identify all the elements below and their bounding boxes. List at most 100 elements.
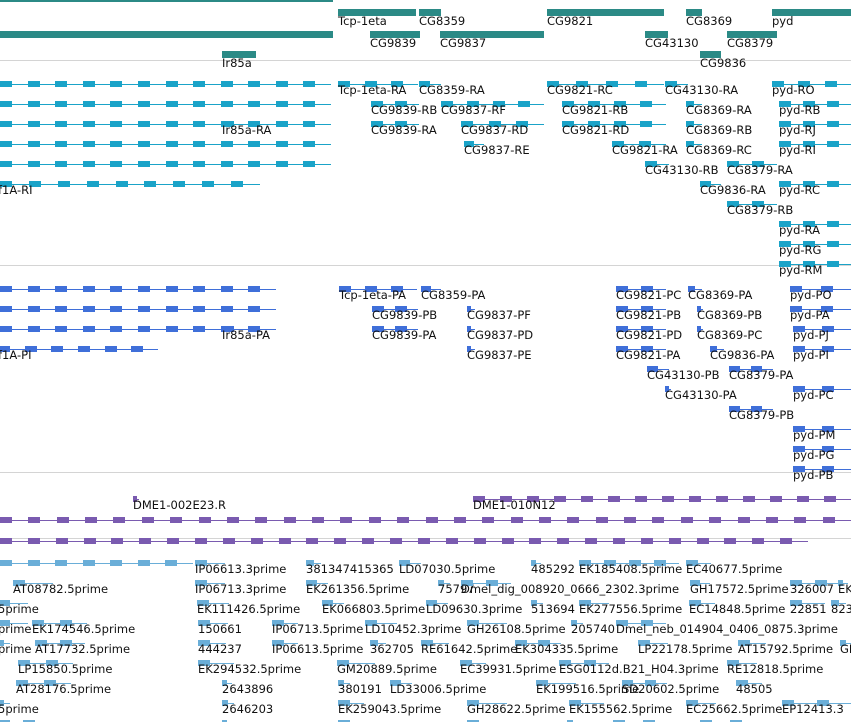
est-feature[interactable]: 2643896 xyxy=(222,674,273,695)
transcript-feature[interactable]: CG8379-RA xyxy=(727,155,793,176)
est-feature[interactable]: LD07030.5prime xyxy=(399,554,495,575)
gene-feature[interactable]: pyd xyxy=(772,6,851,27)
est-feature[interactable]: EK185408.5prime xyxy=(579,554,682,575)
transcript-feature[interactable]: CG9837-RE xyxy=(464,135,530,156)
est-feature[interactable]: LD10452.3prime xyxy=(365,614,461,635)
est-feature[interactable]: EC39931.5prime xyxy=(460,654,556,675)
est-feature[interactable]: Dmel_neb_014904_0406_0875.3prime xyxy=(616,614,838,635)
clone-feature[interactable] xyxy=(0,511,851,531)
est-feature[interactable]: 205740 xyxy=(571,614,615,635)
est-feature[interactable]: FGH111F02.5prime xyxy=(613,714,673,722)
est-feature[interactable]: 5prime xyxy=(0,694,39,715)
est-feature[interactable]: SD20602.5prime xyxy=(622,674,719,695)
est-feature[interactable]: 381347415365 xyxy=(306,554,394,575)
transcript-feature[interactable]: CG8359-RA xyxy=(419,75,485,96)
est-feature[interactable]: ESG0112d.B21_H04.3prime xyxy=(559,654,719,675)
est-feature[interactable]: 380191 xyxy=(338,674,382,695)
gene-feature[interactable]: CG9839 xyxy=(370,28,420,49)
transcript-feature[interactable]: pyd-RG xyxy=(779,235,851,256)
gene-feature[interactable] xyxy=(0,0,333,12)
transcript-feature[interactable]: pyd-PI xyxy=(793,340,851,361)
gene-feature[interactable]: Tcp-1eta xyxy=(338,6,416,27)
clone-feature[interactable]: DME1-002E23.R xyxy=(133,490,226,511)
est-feature[interactable]: EK261356.5prime xyxy=(306,574,409,595)
est-feature[interactable]: IP06613.3prime xyxy=(195,554,286,575)
est-feature[interactable]: RE12818.5prime xyxy=(727,654,823,675)
transcript-feature[interactable]: CG9839-PA xyxy=(372,320,436,341)
transcript-feature[interactable]: CG43130-PB xyxy=(647,360,720,381)
transcript-feature[interactable]: CG9821-RC xyxy=(547,75,664,96)
gene-feature[interactable]: CG9836 xyxy=(700,48,746,69)
transcript-feature[interactable]: f1A-RI xyxy=(0,175,118,196)
gene-feature[interactable]: CG9821 xyxy=(547,6,664,27)
est-feature[interactable]: EK066803.5prime xyxy=(322,594,425,615)
est-feature[interactable]: 326007 xyxy=(790,574,840,595)
est-feature[interactable]: GH26108.5prime xyxy=(467,614,566,635)
transcript-feature[interactable]: CG8379-RB xyxy=(727,195,793,216)
est-feature[interactable]: AT08782.5prime xyxy=(13,574,108,595)
transcript-feature[interactable]: CG9839-RA xyxy=(371,115,437,136)
transcript-feature[interactable]: pyd-RC xyxy=(779,175,851,196)
transcript-feature[interactable]: pyd-RJ xyxy=(779,115,851,136)
est-feature[interactable]: EK155562.5prime xyxy=(569,694,672,715)
gene-feature[interactable]: Ir85a xyxy=(222,48,256,69)
transcript-feature[interactable]: CG8369-PC xyxy=(697,320,762,341)
est-feature[interactable]: EK174546.5prime xyxy=(32,614,135,635)
est-feature[interactable]: 444237 xyxy=(198,634,242,655)
transcript-feature[interactable]: Ir85a-PA xyxy=(222,320,270,341)
transcript-feature[interactable]: CG43130-RA xyxy=(665,75,738,96)
transcript-feature[interactable]: pyd-PO xyxy=(790,280,851,301)
transcript-feature[interactable] xyxy=(0,135,331,155)
est-feature[interactable]: IP06613.5prime xyxy=(272,634,363,655)
transcript-feature[interactable]: CG9836-RA xyxy=(700,175,766,196)
transcript-feature[interactable]: CG8369-PA xyxy=(688,280,752,301)
transcript-feature[interactable]: CG9837-PD xyxy=(467,320,533,341)
est-feature[interactable]: IP06713.5prime xyxy=(272,614,363,635)
transcript-feature[interactable] xyxy=(0,95,331,115)
est-feature[interactable]: 823 xyxy=(831,594,851,615)
transcript-feature[interactable] xyxy=(0,175,260,195)
est-feature[interactable]: EC25662.5prime xyxy=(686,694,782,715)
est-feature[interactable]: GH xyxy=(840,634,851,655)
est-feature[interactable]: EK304335.5prime xyxy=(515,634,618,655)
transcript-feature[interactable]: CG9839-RB xyxy=(371,95,437,116)
transcript-feature[interactable]: f1A-PI xyxy=(0,340,158,361)
transcript-feature[interactable]: CG8379-PA xyxy=(729,360,793,381)
est-feature[interactable]: 513694 xyxy=(531,594,575,615)
est-feature[interactable]: EK199516.5prime xyxy=(536,674,639,695)
est-feature[interactable]: 362705 xyxy=(370,634,414,655)
est-feature[interactable]: EC14848.5prime xyxy=(689,594,785,615)
transcript-feature[interactable]: CG9837-PE xyxy=(467,340,532,361)
gene-feature[interactable]: CG8379 xyxy=(727,28,777,49)
transcript-feature[interactable] xyxy=(0,280,276,300)
transcript-feature[interactable]: pyd-RO xyxy=(772,75,851,96)
transcript-feature[interactable]: pyd-PM xyxy=(793,420,851,441)
transcript-feature[interactable]: CG9839-PB xyxy=(372,300,437,321)
transcript-feature[interactable]: CG8359-PA xyxy=(421,280,485,301)
transcript-feature[interactable]: Tcp-1eta-RA xyxy=(338,75,418,96)
est-feature[interactable]: AT28176.5prime xyxy=(16,674,111,695)
est-feature[interactable] xyxy=(0,554,193,574)
transcript-feature[interactable]: CG9837-PF xyxy=(467,300,531,321)
transcript-feature[interactable] xyxy=(0,155,331,175)
transcript-feature[interactable]: pyd-PG xyxy=(793,440,851,461)
est-feature[interactable]: Dmel_dig_008920_0666_2302.3prime xyxy=(461,574,679,595)
est-feature[interactable]: EK111426.5prime xyxy=(197,594,300,615)
est-feature[interactable]: GM20889.5prime xyxy=(337,654,437,675)
est-feature[interactable]: EK294532.5prime xyxy=(198,654,301,675)
est-feature[interactable]: LD33006.5prime xyxy=(390,674,486,695)
transcript-feature[interactable]: CG43130-RB xyxy=(645,155,719,176)
est-feature[interactable]: 150661 xyxy=(198,614,242,635)
transcript-feature[interactable]: Tcp-1eta-PA xyxy=(339,280,417,301)
transcript-feature[interactable]: CG9821-PB xyxy=(616,300,681,321)
transcript-feature[interactable]: pyd-PC xyxy=(793,380,851,401)
transcript-feature[interactable] xyxy=(0,300,276,320)
est-feature[interactable]: 485292 xyxy=(531,554,575,575)
est-feature[interactable]: ps30b11.5prime xyxy=(0,714,48,722)
transcript-feature[interactable]: Ir85a-RA xyxy=(222,115,271,136)
est-feature[interactable]: 192869 xyxy=(567,714,579,722)
transcript-feature[interactable]: pyd-PJ xyxy=(793,320,851,341)
transcript-feature[interactable]: CG9837-RF xyxy=(441,95,544,116)
transcript-feature[interactable]: CG9821-RD xyxy=(562,115,666,136)
est-feature[interactable]: 3495624 xyxy=(222,714,232,722)
